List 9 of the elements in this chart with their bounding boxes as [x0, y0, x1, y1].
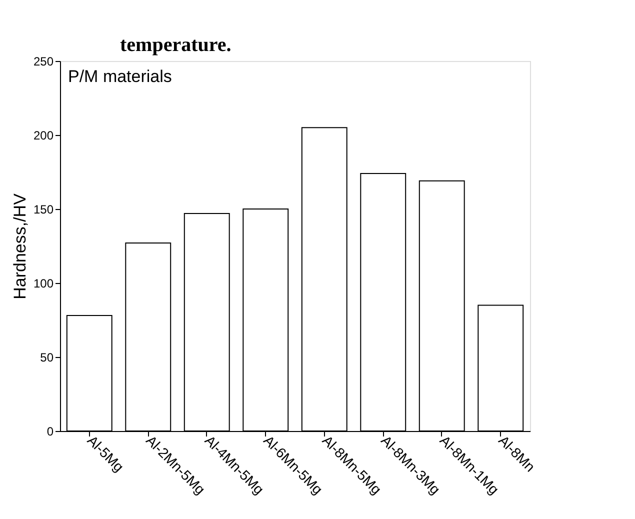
y-tick-label: 100: [33, 276, 54, 290]
y-tick-label: 150: [33, 202, 54, 216]
y-tick-label: 50: [40, 350, 54, 364]
y-tick-label: 250: [33, 54, 54, 68]
y-tick-label: 200: [33, 128, 54, 142]
y-tick-label: 0: [46, 424, 54, 438]
annotation: P/M materials: [68, 67, 172, 86]
y-axis-title: Hardness,/HV: [10, 192, 30, 300]
text: temperature.: [120, 34, 232, 56]
